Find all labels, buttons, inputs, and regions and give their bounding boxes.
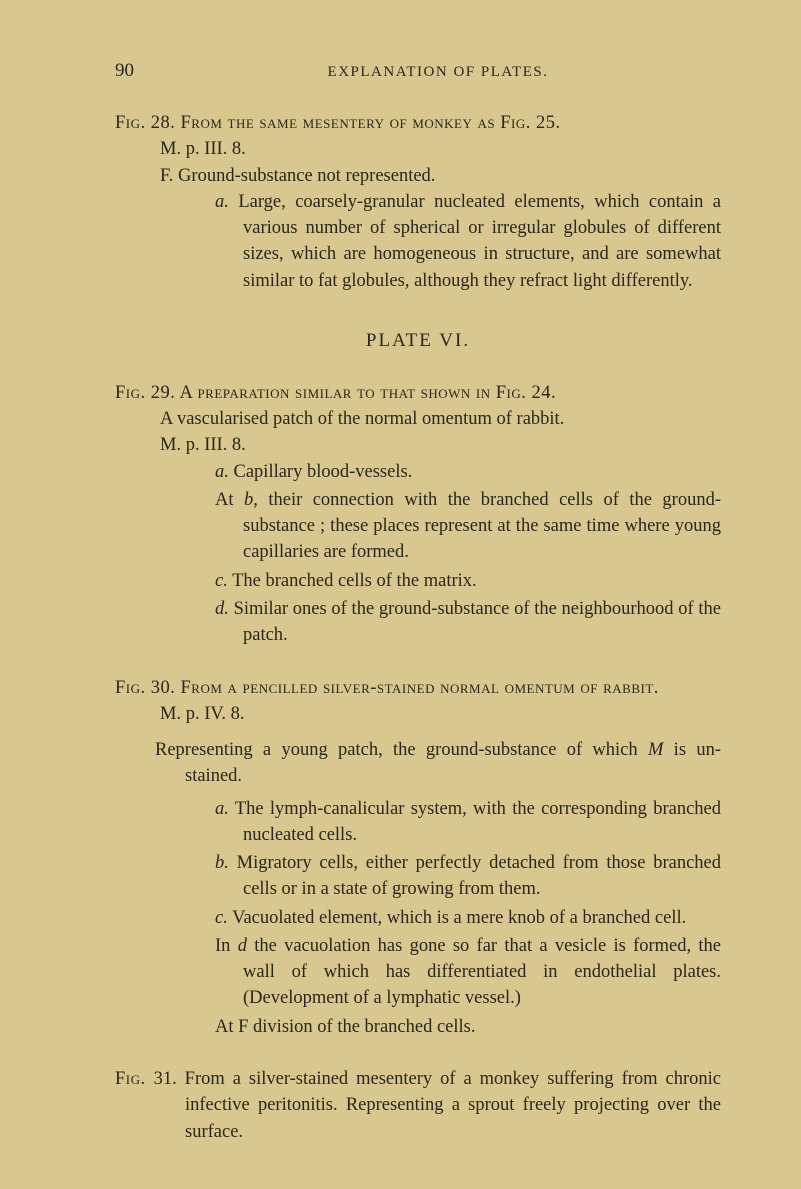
fig-31: Fig. 31. From a silver-stained mesentery…	[115, 1066, 721, 1145]
fig-29-item-d: d. Similar ones of the ground-substance …	[115, 596, 721, 649]
fig-30-item-atf: At F division of the branched cells.	[115, 1014, 721, 1040]
fig-28-mp: M. p. III. 8.	[115, 136, 721, 162]
fig-28-item-a: a. Large, coarsely-granular nucleated el…	[115, 189, 721, 294]
running-head: EXPLANATION OF PLATES.	[155, 64, 721, 81]
fig-29-head: Fig. 29. A preparation similar to that s…	[115, 383, 556, 403]
header-row: 90 EXPLANATION OF PLATES.	[115, 60, 721, 82]
fig-29-item-a: a. Capillary blood-vessels.	[115, 459, 721, 485]
page: 90 EXPLANATION OF PLATES. Fig. 28. From …	[0, 0, 801, 1189]
fig-28-item-a-text: Large, coarsely-granular nucleated eleme…	[238, 192, 721, 291]
fig-29-line2: A vascularised patch of the normal oment…	[115, 406, 721, 432]
fig-30: Fig. 30. From a pencilled silver-stained…	[115, 675, 721, 1040]
fig-29-item-c: c. The branched cells of the matrix.	[115, 568, 721, 594]
fig-28-F: F. Ground-substance not represented.	[115, 163, 721, 189]
fig-30-item-b: b. Migratory cells, either perfectly det…	[115, 850, 721, 903]
fig-30-line2: M. p. IV. 8.	[115, 701, 721, 727]
fig-29-line3: M. p. III. 8.	[115, 432, 721, 458]
fig-30-item-c: c. Vacuolated element, which is a mere k…	[115, 905, 721, 931]
plate-title: PLATE VI.	[115, 330, 721, 352]
fig-30-item-a: a. The lymph-canalicular system, with th…	[115, 796, 721, 849]
fig-30-head: Fig. 30. From a pencilled silver-stained…	[115, 678, 659, 698]
fig-30-item-in: In d the vacuolation has gone so far tha…	[115, 933, 721, 1012]
fig-30-rep: Representing a young patch, the ground-s…	[115, 737, 721, 790]
fig-29: Fig. 29. A preparation similar to that s…	[115, 380, 721, 649]
fig-28: Fig. 28. From the same mesentery of monk…	[115, 110, 721, 294]
fig-29-item-atb: At b, their connection with the branched…	[115, 487, 721, 566]
fig-28-head: Fig. 28. From the same mesentery of monk…	[115, 113, 561, 133]
fig-31-text: Fig. 31. From a silver-stained mesentery…	[115, 1066, 721, 1145]
